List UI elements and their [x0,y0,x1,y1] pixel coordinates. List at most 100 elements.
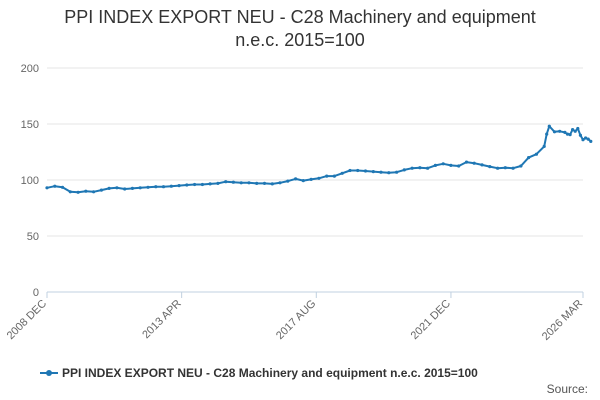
tick-labels: 0 50 100 150 200 2008 DEC 2013 APR 2017 AUG 2021… [5,63,585,343]
data-point[interactable] [558,129,562,133]
data-point[interactable] [317,176,321,180]
data-point[interactable] [410,166,414,170]
legend[interactable]: PPI INDEX EXPORT NEU - C28 Machinery and… [40,364,478,382]
data-point[interactable] [402,168,406,172]
data-point[interactable] [387,171,391,175]
data-point[interactable] [286,179,290,183]
data-point[interactable] [488,165,492,169]
data-point[interactable] [568,133,572,137]
data-point[interactable] [146,185,150,189]
data-point[interactable] [76,190,80,194]
data-point[interactable] [123,187,127,191]
data-point[interactable] [363,169,368,173]
data-point[interactable] [332,174,336,178]
x-tick-label-3: 2021 DEC [409,298,453,342]
data-point[interactable] [208,182,212,186]
y-tick-label-50: 50 [27,231,39,243]
data-point[interactable] [503,166,507,170]
data-point[interactable] [309,177,313,181]
data-point[interactable] [247,181,251,185]
data-point[interactable] [426,166,430,170]
y-tick-label-150: 150 [21,119,39,131]
data-point[interactable] [418,166,422,170]
data-point[interactable] [107,186,111,190]
data-point[interactable] [278,181,282,185]
data-point[interactable] [552,130,557,134]
data-point[interactable] [84,189,88,193]
chart-title-line-2: n.e.c. 2015=100 [235,30,365,50]
data-point[interactable] [348,168,352,173]
data-point[interactable] [185,183,189,187]
data-point[interactable] [270,182,274,186]
data-point[interactable] [224,180,228,184]
data-point[interactable] [115,186,119,190]
data-point[interactable] [576,126,580,131]
data-point[interactable] [68,190,72,194]
data-point[interactable] [99,188,103,192]
data-point[interactable] [161,185,166,189]
chart-title: PPI INDEX EXPORT NEU - C28 Machinery and… [0,6,600,52]
legend-series-label: PPI INDEX EXPORT NEU - C28 Machinery and… [62,366,478,380]
data-point[interactable] [563,130,567,134]
x-tick-label-2: 2017 AUG [274,298,318,342]
data-point[interactable] [581,138,585,142]
data-point[interactable] [578,133,583,137]
data-point[interactable] [92,190,96,194]
data-point[interactable] [547,124,551,128]
data-point[interactable] [301,179,305,183]
data-point[interactable] [294,177,298,181]
series-layer [45,124,593,194]
data-point[interactable] [464,160,469,164]
source-label: Source: [546,382,588,396]
series-line-0 [46,125,592,194]
data-point[interactable] [496,166,500,170]
data-point[interactable] [340,171,344,175]
data-point[interactable] [571,128,575,132]
data-point[interactable] [457,164,461,168]
data-point[interactable] [239,181,243,185]
data-point[interactable] [60,185,65,189]
data-point[interactable] [545,132,549,136]
data-point[interactable] [53,184,57,188]
chart-title-line-1: PPI INDEX EXPORT NEU - C28 Machinery and… [64,7,536,27]
data-point[interactable] [200,182,204,187]
data-point[interactable] [472,161,476,165]
data-point[interactable] [519,164,523,168]
data-point[interactable] [138,186,142,190]
data-point[interactable] [379,170,383,174]
axes [46,291,584,298]
data-point[interactable] [255,181,259,185]
data-point[interactable] [395,170,399,174]
data-point[interactable] [534,152,539,156]
data-point[interactable] [356,168,360,173]
data-point[interactable] [527,156,531,160]
data-point[interactable] [480,163,484,167]
x-tick-label-0: 2008 DEC [5,298,49,342]
data-point[interactable] [586,137,590,141]
data-point[interactable] [45,186,49,190]
data-point[interactable] [565,132,570,136]
x-tick-label-4: 2026 MAR [540,298,585,343]
data-point[interactable] [573,129,577,133]
data-point[interactable] [193,182,197,187]
data-point[interactable] [542,144,546,148]
y-tick-label-100: 100 [21,175,39,187]
data-point[interactable] [584,136,588,140]
data-point[interactable] [441,162,445,166]
data-point[interactable] [262,181,267,185]
data-point[interactable] [130,186,134,190]
data-point[interactable] [169,184,173,188]
data-point[interactable] [325,174,329,178]
data-point[interactable] [511,166,515,170]
data-point[interactable] [371,170,375,174]
data-point[interactable] [177,184,181,188]
x-tick-label-1: 2013 APR [140,298,184,342]
data-point[interactable] [589,139,593,143]
data-point[interactable] [449,163,453,167]
data-point[interactable] [231,180,235,184]
data-point[interactable] [154,185,158,189]
data-point[interactable] [216,181,220,185]
data-point[interactable] [433,163,437,167]
